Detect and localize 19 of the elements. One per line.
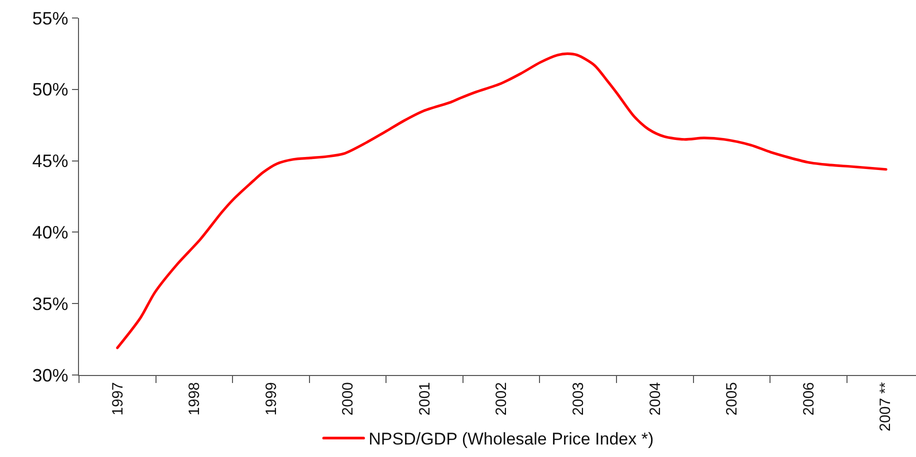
x-tick-label: 2004	[646, 382, 664, 416]
line-series	[116, 52, 888, 350]
x-tick-label: 2005	[724, 382, 741, 416]
x-tick-label: 1999	[262, 382, 280, 416]
y-tick-label: 45%	[32, 151, 68, 172]
x-tick-label: 2001	[416, 382, 434, 416]
x-tick-label: 1997	[109, 382, 126, 416]
legend-label: NPSD/GDP (Wholesale Price Index *)	[368, 430, 654, 449]
y-tick-label: 55%	[32, 8, 68, 28]
y-tick-label: 30%	[32, 365, 68, 386]
x-tick-label: 2003	[570, 382, 588, 416]
x-tick-label: 2000	[340, 382, 357, 416]
x-tick-label: 1998	[186, 382, 204, 416]
x-tick-label: 2002	[493, 382, 510, 416]
x-tick-label: 2007 **	[877, 382, 894, 432]
y-tick-label: 35%	[32, 294, 68, 314]
x-tick-label: 2006	[800, 382, 818, 416]
y-tick-label: 50%	[32, 80, 68, 100]
y-tick-label: 40%	[32, 222, 68, 242]
